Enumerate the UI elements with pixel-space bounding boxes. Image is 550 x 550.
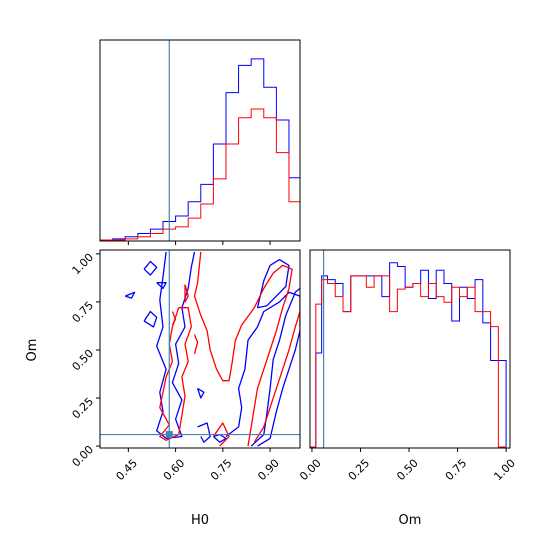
- om-y-tick-label-4: 1.00: [70, 251, 97, 278]
- contour-frame: [99, 249, 301, 449]
- om-y-tick-label-0: 0.00: [70, 443, 97, 470]
- om-histogram-blue: [310, 262, 507, 448]
- y-axis-label-om: Om: [25, 339, 40, 362]
- om-x-tick-label-4: 1.00: [491, 457, 518, 484]
- contour-3: [156, 282, 167, 290]
- h0-x-tick-label-0: 0.45: [114, 457, 141, 484]
- contour-1: [124, 291, 136, 299]
- contour-9: [250, 287, 300, 447]
- x-axis-label-h0: H0: [191, 513, 209, 528]
- contour-6: [212, 433, 227, 443]
- contour-10: [256, 258, 290, 309]
- om-x-tick-label-2: 0.50: [394, 457, 421, 484]
- contour-5: [225, 291, 300, 447]
- om-histogram-red: [310, 275, 507, 448]
- contour-16: [253, 311, 300, 443]
- x-axis-label-om: Om: [399, 513, 422, 528]
- contour-7: [197, 422, 211, 443]
- om-histogram-panel: 0.00 0.25 0.50 0.75 1.00: [297, 249, 518, 484]
- contour-4: [156, 251, 196, 440]
- contour-17: [212, 422, 230, 447]
- contour-0: [143, 260, 158, 276]
- h0-x-tick-label-1: 0.60: [161, 457, 188, 484]
- om-y-tick-label-1: 0.25: [70, 395, 97, 422]
- contour-15: [193, 334, 199, 354]
- h0-histogram-frame: [99, 39, 301, 242]
- contour-2: [143, 310, 158, 328]
- om-histogram-frame: [309, 249, 511, 449]
- om-x-tick-label-1: 0.25: [346, 457, 373, 484]
- h0-x-tick-label-2: 0.75: [208, 457, 235, 484]
- contour-8: [196, 387, 205, 399]
- h0-om-contour-panel: 0.45 0.60 0.75 0.90 0.00 0.25 0.50 0.75 1.00: [70, 249, 301, 484]
- h0-x-tick-label-3: 0.90: [255, 457, 282, 484]
- contour-14: [171, 311, 177, 326]
- truth-marker: [165, 431, 173, 439]
- om-x-tick-label-3: 0.75: [443, 457, 470, 484]
- h0-histogram-panel: [99, 39, 301, 245]
- om-y-tick-label-2: 0.50: [70, 347, 97, 374]
- om-x-tick-label-0: 0.00: [297, 457, 324, 484]
- contour-12: [193, 251, 293, 447]
- contour-13: [184, 284, 189, 303]
- contour-11: [159, 307, 192, 441]
- om-y-tick-label-3: 0.75: [70, 299, 97, 326]
- h0-histogram-red: [100, 108, 300, 241]
- h0-histogram-blue: [100, 58, 300, 241]
